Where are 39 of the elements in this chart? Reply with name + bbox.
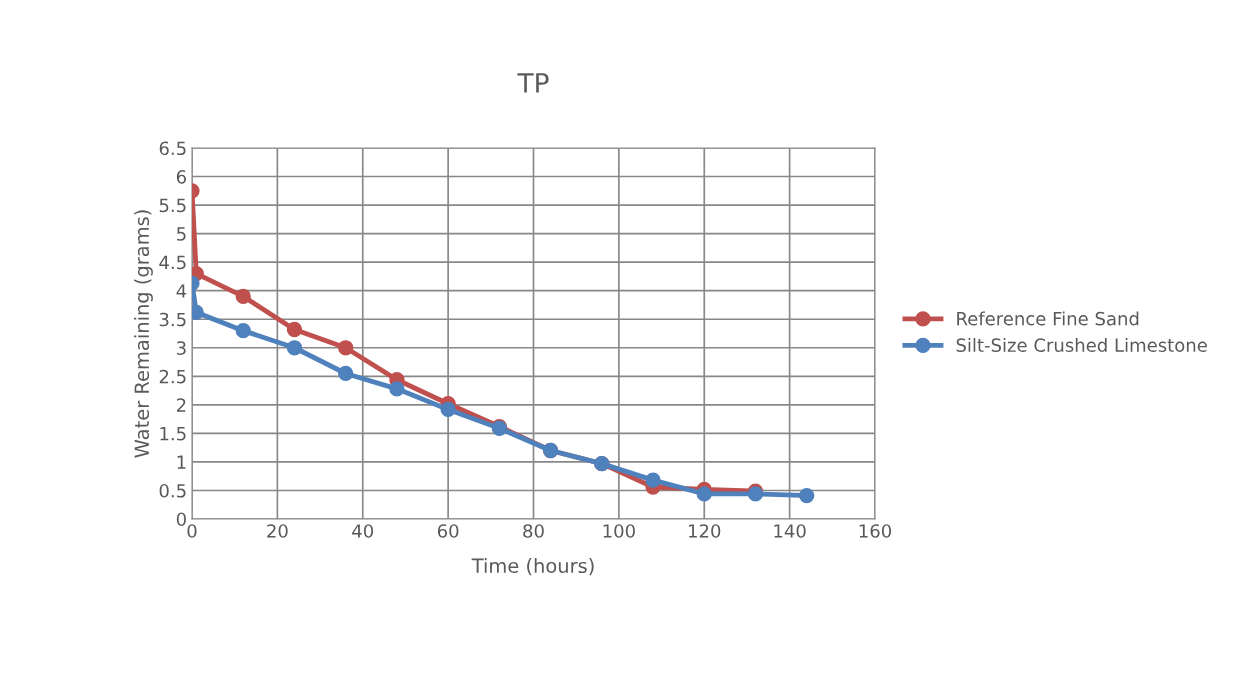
y-tick-label: 6.5	[159, 141, 186, 156]
y-tick-label: 1	[177, 455, 186, 469]
point	[645, 472, 661, 488]
point	[389, 381, 405, 397]
legend-label: Reference Fine Sand	[957, 311, 1139, 326]
x-axis-title: Time (hours)	[471, 558, 594, 576]
x-tick-label: 80	[523, 524, 544, 538]
x-tick-label: 120	[689, 524, 721, 538]
point	[440, 401, 456, 418]
legend-label: Silt-Size Crushed Limestone	[956, 338, 1207, 352]
y-tick-label: 3.5	[159, 312, 186, 327]
x-tick-label: 20	[267, 524, 288, 538]
x-tick-label: 40	[352, 524, 374, 538]
y-tick-label: 0	[176, 512, 186, 527]
y-tick-label: 3	[177, 341, 186, 355]
x-tick-label: 100	[603, 524, 635, 538]
x-tick-label: 160	[859, 524, 892, 538]
chart-title: TP	[517, 73, 549, 93]
point	[338, 340, 354, 356]
point	[235, 288, 251, 305]
x-tick-label: 60	[437, 524, 459, 538]
point	[338, 365, 354, 382]
point	[696, 486, 712, 502]
point	[286, 340, 303, 356]
point	[235, 323, 251, 339]
y-tick-label: 2.5	[159, 369, 186, 384]
y-tick-label: 4.5	[159, 255, 186, 270]
y-tick-label: 0.5	[159, 483, 186, 498]
point	[799, 487, 815, 504]
y-tick-label: 5	[177, 227, 186, 241]
y-tick-label: 2	[176, 398, 186, 412]
point	[286, 321, 303, 338]
y-tick-label: 5.5	[159, 198, 186, 213]
y-tick-label: 1.5	[160, 427, 186, 441]
y-tick-label: 4	[176, 284, 187, 298]
x-tick-label: 0	[187, 524, 197, 538]
y-axis-title: Water Remaining (grams)	[134, 210, 153, 458]
y-tick-label: 6	[176, 170, 186, 184]
x-tick-label: 140	[774, 524, 806, 538]
